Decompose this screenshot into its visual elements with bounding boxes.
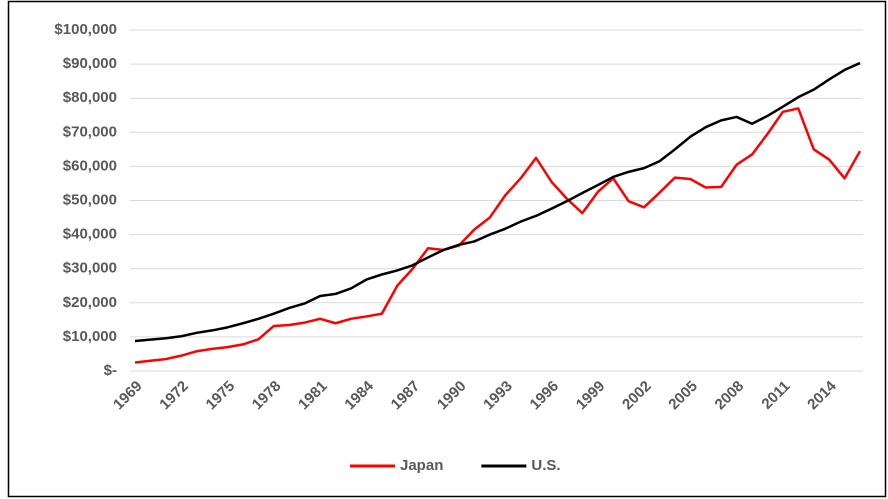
y-tick-label: $60,000 — [63, 157, 117, 174]
series-line — [134, 107, 862, 364]
y-tick-label: $50,000 — [63, 191, 117, 208]
y-tick-label: $70,000 — [63, 123, 117, 140]
y-tick-label: $40,000 — [63, 226, 117, 243]
y-tick-label: $80,000 — [63, 89, 117, 106]
series-line — [134, 61, 861, 343]
y-tick-label: $- — [104, 362, 117, 379]
y-tick-label: $100,000 — [54, 21, 117, 38]
y-tick-label: $10,000 — [63, 328, 117, 345]
y-tick-label: $30,000 — [63, 260, 117, 277]
y-tick-label: $20,000 — [63, 294, 117, 311]
y-tick-label: $90,000 — [63, 55, 117, 72]
legend-label: U.S. — [531, 457, 560, 474]
legend-label: Japan — [400, 457, 443, 474]
